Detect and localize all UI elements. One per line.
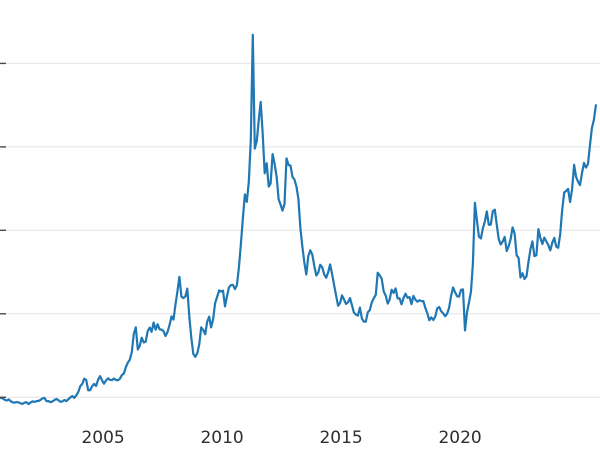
x-tick-label: 2005 bbox=[81, 428, 124, 448]
price-line bbox=[0, 33, 598, 406]
x-tick-label: 2015 bbox=[319, 428, 362, 448]
x-tick-label: 2020 bbox=[438, 428, 481, 448]
x-tick-label: 2010 bbox=[200, 428, 243, 448]
